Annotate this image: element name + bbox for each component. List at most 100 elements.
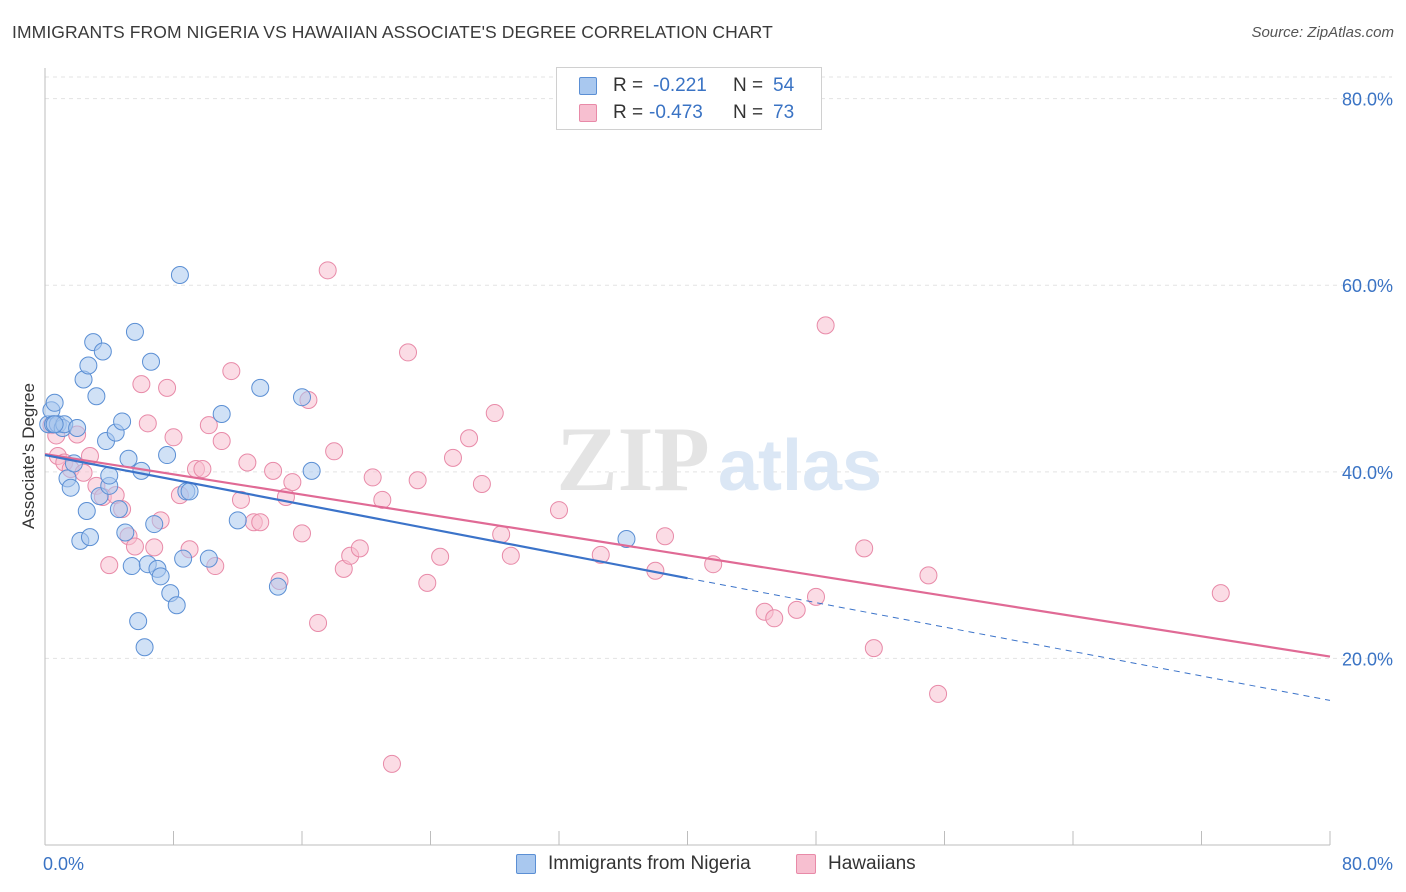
hawaiian-point (363, 468, 382, 487)
nigeria-point (68, 418, 87, 437)
nigeria-point (180, 482, 199, 501)
hawaiian-point (656, 527, 675, 546)
hawaiian-point (100, 556, 119, 575)
hawaiian-point (1211, 584, 1230, 603)
y-axis-label: Associate's Degree (19, 383, 38, 529)
nigeria-point (167, 596, 186, 615)
tick-labels: 20.0% 40.0% 60.0% 80.0% 0.0% 80.0% (43, 90, 1393, 874)
hawaiian-point (138, 414, 157, 433)
nigeria-point (142, 352, 161, 371)
nigeria-point (129, 612, 148, 631)
source-label: Source: ZipAtlas.com (1251, 24, 1394, 41)
y-tick-label: 80.0% (1342, 90, 1393, 110)
trend-lines (44, 453, 1331, 701)
hawaiian-point (399, 343, 418, 362)
nigeria-swatch (579, 77, 597, 95)
axes (44, 68, 1331, 846)
hawaiian-point (864, 639, 883, 658)
hawaiian-point (222, 362, 241, 381)
watermark: ZIP atlas (556, 408, 882, 510)
hawaiian-point (408, 471, 427, 490)
nigeria-point (113, 412, 132, 431)
hawaiian-point (431, 547, 450, 566)
nigeria-point (151, 567, 170, 586)
nigeria-point (80, 528, 99, 547)
legend-label-nigeria: Immigrants from Nigeria (548, 853, 751, 874)
nigeria-point (109, 500, 128, 519)
nigeria-point (170, 265, 189, 284)
hawaiian-point (158, 378, 177, 397)
hawaiian-point (382, 754, 401, 773)
hawaiian-point (283, 473, 302, 492)
hawaiian-point (816, 316, 835, 335)
hawaiian-point (550, 501, 568, 520)
hawaiian-legend-swatch (796, 854, 816, 874)
hawaiian-point (855, 539, 874, 558)
nigeria-point (293, 388, 311, 407)
hawaiian-point (212, 432, 231, 451)
nigeria-point (251, 378, 270, 397)
hawaiian-point (501, 546, 520, 565)
nigeria-point (77, 502, 96, 521)
nigeria-point (617, 530, 636, 548)
nigeria-point (61, 478, 80, 497)
nigeria-point (174, 549, 193, 568)
nigeria-point (302, 461, 321, 480)
hawaiian-point (193, 460, 212, 479)
hawaiian-point (919, 566, 938, 585)
n-label: N = (733, 75, 764, 96)
legend-label-hawaiians: Hawaiians (828, 853, 916, 874)
hawaiian-point (591, 545, 610, 564)
hawaiian-swatch (579, 104, 597, 122)
nigeria-point (119, 449, 138, 468)
nigeria-point (145, 515, 164, 534)
n-value-hawaiian: 73 (773, 102, 795, 123)
nigeria-point (135, 638, 154, 657)
nigeria-points (39, 265, 636, 657)
nigeria-trend-extension (687, 577, 1331, 701)
hawaiian-point (238, 453, 257, 472)
hawaiian-point (765, 609, 784, 628)
x-tick-label-min: 0.0% (43, 854, 84, 874)
hawaiian-point (443, 448, 462, 467)
hawaiian-point (251, 513, 270, 532)
nigeria-trend-line (44, 453, 688, 580)
nigeria-point (116, 523, 135, 542)
n-value-nigeria: 54 (773, 75, 795, 96)
hawaiian-point (460, 429, 479, 448)
r-value-nigeria: -0.221 (653, 75, 707, 96)
chart-title: IMMIGRANTS FROM NIGERIA VS HAWAIIAN ASSO… (12, 22, 773, 42)
hawaiian-point (231, 490, 250, 509)
hawaiian-point (145, 538, 164, 557)
hawaiian-point (485, 404, 504, 423)
y-tick-label: 40.0% (1342, 463, 1393, 483)
n-label: N = (733, 102, 764, 123)
hawaiian-point (350, 539, 369, 558)
hawaiian-point (318, 261, 337, 280)
nigeria-point (93, 342, 112, 361)
hawaiian-point (125, 537, 144, 556)
hawaiian-point (929, 684, 948, 703)
watermark-atlas: atlas (718, 426, 882, 506)
hawaiian-point (164, 428, 183, 447)
hawaiian-trend-line (44, 453, 1331, 658)
hawaiian-point (199, 416, 218, 435)
hawaiian-points (42, 261, 1230, 773)
hawaiian-point (293, 524, 311, 543)
nigeria-point (87, 387, 106, 406)
nigeria-point (158, 446, 177, 465)
hawaiian-point (264, 461, 283, 480)
r-value-hawaiian: -0.473 (649, 102, 703, 123)
hawaiian-point (787, 600, 806, 619)
hawaiian-point (418, 573, 437, 592)
nigeria-legend-swatch (516, 854, 536, 874)
hawaiian-point (807, 587, 825, 606)
watermark-zip: ZIP (556, 408, 709, 510)
hawaiian-point (132, 375, 151, 394)
nigeria-point (122, 557, 141, 576)
nigeria-point (45, 415, 64, 434)
r-label: R = (613, 102, 644, 123)
nigeria-point (125, 322, 144, 341)
nigeria-point (45, 393, 64, 412)
y-tick-label: 60.0% (1342, 276, 1393, 296)
